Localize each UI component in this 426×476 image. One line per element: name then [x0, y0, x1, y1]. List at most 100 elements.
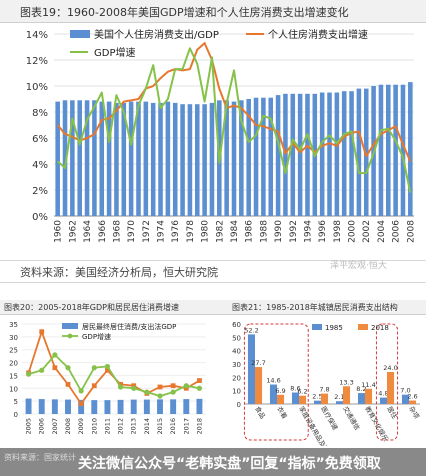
- data-point: [157, 393, 163, 399]
- x-tick-label: 2017: [182, 418, 190, 435]
- legend-label: GDP增速: [82, 332, 111, 341]
- x-tick-label: 2018: [195, 418, 203, 435]
- y-tick-label: 10%: [26, 82, 48, 93]
- bar: [143, 399, 150, 414]
- bar: [157, 399, 163, 414]
- bar: [165, 101, 171, 216]
- data-point: [52, 352, 58, 358]
- x-tick-label: 1970: [127, 220, 137, 243]
- data-point: [25, 371, 32, 377]
- data-point: [197, 378, 202, 383]
- y-tick-label: 0: [237, 401, 241, 409]
- bar-1985: [335, 401, 343, 404]
- bar: [187, 104, 193, 216]
- bar: [231, 101, 237, 216]
- x-tick-label: 2006: [38, 418, 46, 435]
- bar: [363, 88, 369, 216]
- x-tick-label: 2012: [117, 418, 125, 435]
- bar-1985: [247, 334, 255, 404]
- divider: [0, 260, 426, 261]
- small-title-bar: [0, 300, 426, 315]
- bar: [283, 93, 288, 216]
- bar-2018: [409, 400, 417, 404]
- x-tick-label: 2010: [90, 418, 98, 435]
- x-tick-label: 1996: [318, 220, 328, 243]
- data-point: [131, 385, 137, 391]
- bar: [51, 399, 58, 414]
- bar: [386, 84, 391, 216]
- x-tick-label: 1962: [68, 220, 78, 243]
- y-tick-label: 5: [14, 398, 18, 406]
- bar: [170, 399, 177, 414]
- data-point: [104, 363, 111, 370]
- bar: [84, 100, 90, 216]
- data-point: [39, 367, 45, 373]
- bar: [297, 93, 303, 216]
- x-tick-label: 1972: [142, 220, 152, 243]
- legend-swatch: [70, 30, 90, 38]
- y-tick-label: 15: [9, 372, 18, 380]
- bar: [150, 102, 156, 216]
- x-tick-label: 2014: [143, 418, 151, 435]
- bar: [128, 101, 134, 216]
- bar-1985: [379, 397, 387, 404]
- bar: [99, 101, 105, 216]
- data-label: 7.0: [400, 387, 410, 395]
- data-label: 27.7: [251, 359, 265, 367]
- source-text: 资料来源：美国经济分析局，恒大研究院: [20, 266, 218, 279]
- data-point: [157, 384, 163, 390]
- x-tick-label: 1976: [171, 220, 181, 243]
- data-label: 7.8: [319, 386, 329, 394]
- footer-source: 资料来源：国家统计: [4, 453, 76, 462]
- y-tick-label: 8%: [32, 108, 48, 119]
- bar: [341, 91, 347, 216]
- x-tick-label: 1980: [201, 220, 211, 243]
- data-point: [65, 382, 71, 387]
- bar-1985: [357, 393, 365, 404]
- x-tick-label: 1968: [112, 220, 122, 243]
- data-point: [78, 388, 84, 394]
- x-tick-label: 医疗保健: [319, 405, 340, 432]
- x-tick-label: 2000: [348, 220, 358, 243]
- bar: [253, 97, 259, 216]
- bar-2018: [387, 372, 395, 404]
- bar: [77, 100, 82, 216]
- y-tick-label: 10: [9, 385, 18, 393]
- bar: [246, 99, 251, 216]
- bar: [70, 100, 75, 216]
- bar: [158, 102, 163, 216]
- right-small-title: 图表21：1985-2018年城镇居民消费支出结构: [232, 303, 398, 312]
- data-point: [91, 383, 97, 389]
- bar-1985: [291, 392, 299, 404]
- bar: [114, 102, 119, 216]
- bar: [408, 82, 413, 216]
- legend-label: 个人住房消费支出增速: [268, 28, 368, 41]
- data-label: 14.6: [266, 377, 280, 385]
- divider: [0, 282, 426, 283]
- bar: [121, 102, 127, 216]
- bar: [130, 399, 137, 414]
- bar-1985: [401, 394, 409, 404]
- data-label: 8.6: [290, 385, 300, 393]
- bar: [268, 97, 274, 216]
- bar: [349, 91, 354, 216]
- bar: [91, 400, 98, 414]
- data-label: 11.4: [361, 381, 375, 389]
- y-tick-label: 50: [232, 334, 241, 342]
- legend-swatch: [62, 323, 78, 329]
- legend-label: 美国个人住房消费支出/GDP: [94, 28, 219, 41]
- x-tick-label: 1960: [54, 220, 64, 243]
- data-label: 6.2: [297, 388, 307, 396]
- bar: [55, 101, 60, 216]
- bar: [275, 95, 281, 216]
- legend-swatch: [358, 324, 368, 330]
- data-point: [91, 365, 97, 371]
- bar: [305, 93, 310, 216]
- x-tick-label: 1986: [245, 220, 255, 243]
- y-tick-label: 4%: [32, 160, 48, 171]
- bar: [196, 398, 203, 414]
- series-line-gdp-growth: [57, 47, 412, 193]
- bar: [378, 84, 384, 216]
- data-point: [39, 329, 45, 335]
- x-tick-label: 2016: [169, 418, 177, 435]
